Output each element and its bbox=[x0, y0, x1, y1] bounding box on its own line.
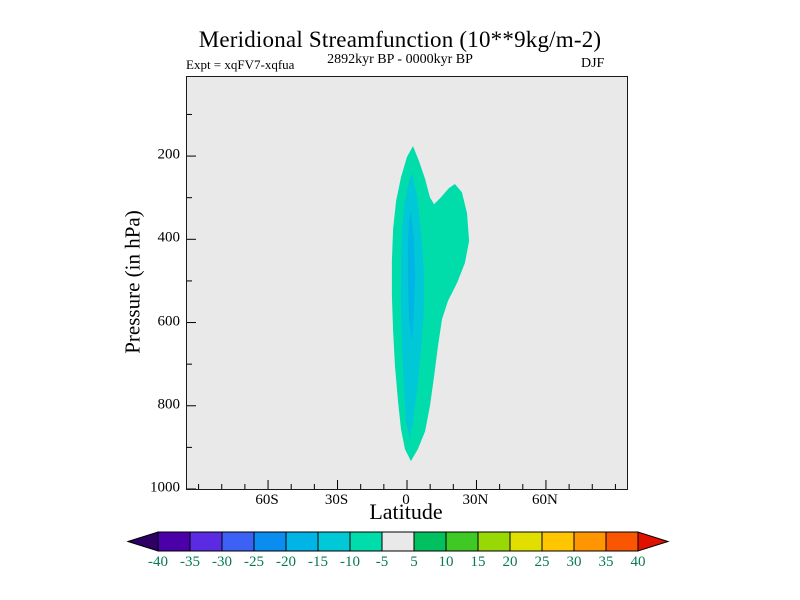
colorbar-segment-5 bbox=[285, 531, 319, 552]
plot-area bbox=[186, 76, 628, 490]
colorbar-segment-7 bbox=[349, 531, 383, 552]
period-label: 2892kyr BP - 0000kyr BP bbox=[327, 52, 473, 67]
colorbar-segment-3 bbox=[221, 531, 255, 552]
colorbar-label-10: 10 bbox=[438, 554, 454, 570]
colorbar-label-35: 35 bbox=[598, 554, 614, 570]
colorbar-segment-2 bbox=[189, 531, 223, 552]
y-tick-label-400: 400 bbox=[157, 229, 181, 246]
colorbar-segment-14 bbox=[573, 531, 607, 552]
x-tick-label-60S: 60S bbox=[255, 492, 279, 508]
y-tick-label-1000: 1000 bbox=[150, 479, 180, 496]
colorbar-label-20: 20 bbox=[502, 554, 518, 570]
x-axis-title: Latitude bbox=[369, 499, 443, 524]
colorbar-segment-10 bbox=[445, 531, 479, 552]
experiment-label: Expt = xqFV7-xqfua bbox=[186, 57, 295, 72]
colorbar-label--40: -40 bbox=[148, 554, 168, 570]
contour-level--15 bbox=[407, 211, 416, 341]
colorbar-segment-9 bbox=[413, 531, 447, 552]
y-tick-label-600: 600 bbox=[157, 313, 181, 330]
colorbar-label-15: 15 bbox=[470, 554, 486, 570]
colorbar-segment-1 bbox=[157, 531, 191, 552]
x-tick-label-30S: 30S bbox=[324, 492, 349, 508]
contour-plot bbox=[187, 113, 616, 489]
colorbar-label--30: -30 bbox=[212, 554, 232, 570]
chart-title: Meridional Streamfunction (10**9kg/m-2) bbox=[198, 27, 602, 52]
y-tick-label-200: 200 bbox=[157, 146, 181, 163]
colorbar-arrow-left bbox=[126, 531, 159, 552]
colorbar-label--15: -15 bbox=[308, 554, 328, 570]
colorbar-arrow-right bbox=[637, 531, 670, 552]
x-tick-label-60N: 60N bbox=[532, 492, 558, 508]
colorbar-label-40: 40 bbox=[630, 554, 646, 570]
colorbar-label-5: 5 bbox=[410, 554, 418, 570]
colorbar-segment-6 bbox=[317, 531, 351, 552]
colorbar-segment-12 bbox=[509, 531, 543, 552]
colorbar-label-25: 25 bbox=[534, 554, 550, 570]
y-tick-label-800: 800 bbox=[157, 396, 181, 413]
x-tick-label-0: 0 bbox=[402, 492, 410, 508]
colorbar-label--35: -35 bbox=[180, 554, 200, 570]
colorbar-label--5: -5 bbox=[375, 554, 389, 570]
colorbar-label-30: 30 bbox=[566, 554, 582, 570]
colorbar-segment-13 bbox=[541, 531, 575, 552]
colorbar-segment-8 bbox=[381, 531, 415, 552]
x-tick-label-30N: 30N bbox=[462, 492, 489, 508]
colorbar-label--10: -10 bbox=[340, 554, 360, 570]
colorbar-segment-4 bbox=[253, 531, 287, 552]
colorbar-label--25: -25 bbox=[244, 554, 264, 570]
colorbar-segment-15 bbox=[605, 531, 639, 552]
colorbar bbox=[126, 531, 670, 552]
colorbar-label--20: -20 bbox=[276, 554, 296, 570]
colorbar-segment-11 bbox=[477, 531, 511, 552]
season-label: DJF bbox=[581, 56, 605, 71]
